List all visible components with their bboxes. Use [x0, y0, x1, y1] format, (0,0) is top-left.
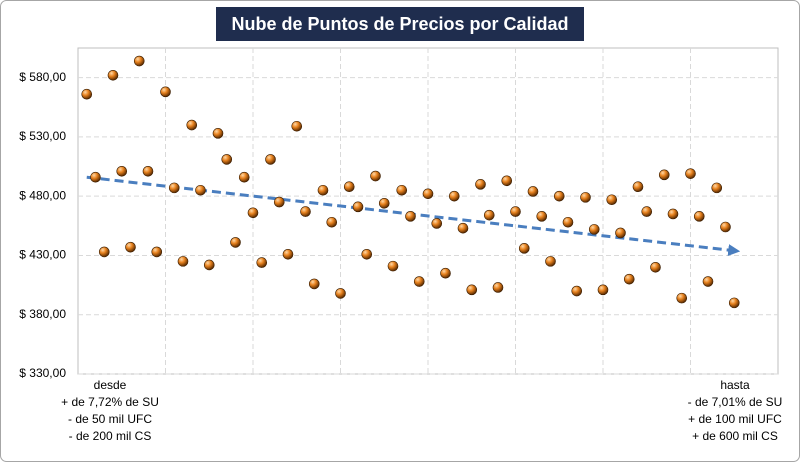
data-point: [186, 119, 198, 131]
data-point: [413, 276, 425, 287]
y-tick-label: $ 330,00: [19, 366, 66, 380]
data-point: [483, 209, 495, 221]
data-point: [142, 165, 154, 177]
data-point: [370, 170, 381, 182]
data-point: [81, 88, 93, 100]
data-point: [343, 181, 355, 192]
data-point: [448, 190, 460, 202]
y-tick-label: $ 580,00: [19, 70, 66, 84]
data-point: [396, 184, 408, 196]
data-point: [641, 206, 653, 217]
data-point: [615, 227, 626, 239]
data-point: [247, 207, 259, 219]
data-point: [728, 297, 740, 309]
title-box: [216, 7, 584, 41]
annotation-right: hasta: [720, 378, 750, 392]
chart-title: Nube de Puntos de Precios por Calidad: [231, 14, 568, 34]
data-point: [536, 211, 548, 222]
data-point: [431, 218, 443, 229]
data-point: [212, 128, 224, 139]
data-point: [116, 165, 128, 177]
data-point: [387, 260, 399, 272]
data-point: [282, 248, 294, 260]
y-tick-label: $ 480,00: [19, 188, 66, 202]
y-tick-label: $ 380,00: [19, 307, 66, 321]
data-point: [98, 246, 110, 258]
data-point: [151, 246, 163, 258]
annotation-left: + de 7,72% de SU: [61, 395, 159, 409]
data-point: [440, 267, 451, 279]
data-point: [107, 69, 119, 81]
data-point: [658, 169, 670, 181]
data-point: [90, 171, 101, 183]
data-point: [405, 211, 416, 222]
data-point: [562, 216, 574, 228]
annotation-right: + de 600 mil CS: [692, 429, 778, 443]
y-tick-label: $ 430,00: [19, 248, 66, 262]
data-point: [326, 216, 338, 228]
data-point: [580, 192, 591, 203]
data-point: [553, 190, 565, 202]
data-point: [265, 154, 276, 165]
data-point: [475, 179, 486, 190]
data-point: [177, 256, 189, 267]
data-point: [597, 284, 609, 296]
data-point: [518, 243, 530, 254]
data-point: [352, 201, 364, 213]
annotation-left: - de 200 mil CS: [69, 429, 152, 443]
data-point: [317, 184, 329, 196]
data-point: [501, 175, 513, 187]
data-point: [466, 284, 478, 296]
data-point: [693, 211, 705, 222]
annotation-left: - de 50 mil UFC: [68, 412, 152, 426]
data-point: [720, 221, 731, 233]
data-point: [378, 197, 390, 209]
plot-layer: $ 330,00 $ 380,00 $ 430,00 $ 480,00 $ 530,00…: [19, 48, 782, 443]
data-point: [361, 248, 373, 260]
data-point: [230, 237, 241, 248]
data-point: [632, 181, 644, 192]
data-point: [510, 206, 521, 217]
data-point: [492, 282, 504, 293]
data-point: [676, 292, 688, 304]
data-point: [422, 188, 434, 200]
data-point: [300, 206, 311, 217]
data-point: [291, 120, 303, 132]
data-point: [711, 182, 723, 194]
data-point: [545, 256, 556, 267]
annotation-right: + de 100 mil UFC: [688, 412, 782, 426]
data-point: [571, 285, 583, 297]
annotation-left: desde: [94, 378, 127, 392]
data-point: [168, 182, 180, 194]
data-point: [221, 154, 233, 165]
data-point: [133, 55, 145, 67]
data-point: [606, 194, 618, 206]
data-point: [335, 288, 346, 299]
data-point: [588, 224, 600, 235]
data-point: [238, 171, 250, 183]
data-point: [702, 276, 714, 287]
data-point: [160, 86, 171, 98]
y-tick-label: $ 530,00: [19, 129, 66, 143]
data-point: [527, 186, 539, 197]
data-point: [457, 222, 469, 234]
data-point: [125, 241, 136, 253]
data-point: [203, 259, 215, 271]
data-point: [308, 278, 320, 290]
data-point: [685, 168, 696, 179]
annotation-right: - de 7,01% de SU: [688, 395, 783, 409]
data-point: [256, 257, 268, 268]
data-point: [650, 262, 661, 273]
data-point: [195, 184, 206, 196]
data-point: [667, 208, 679, 220]
data-point: [623, 273, 635, 285]
data-point: [273, 196, 285, 208]
